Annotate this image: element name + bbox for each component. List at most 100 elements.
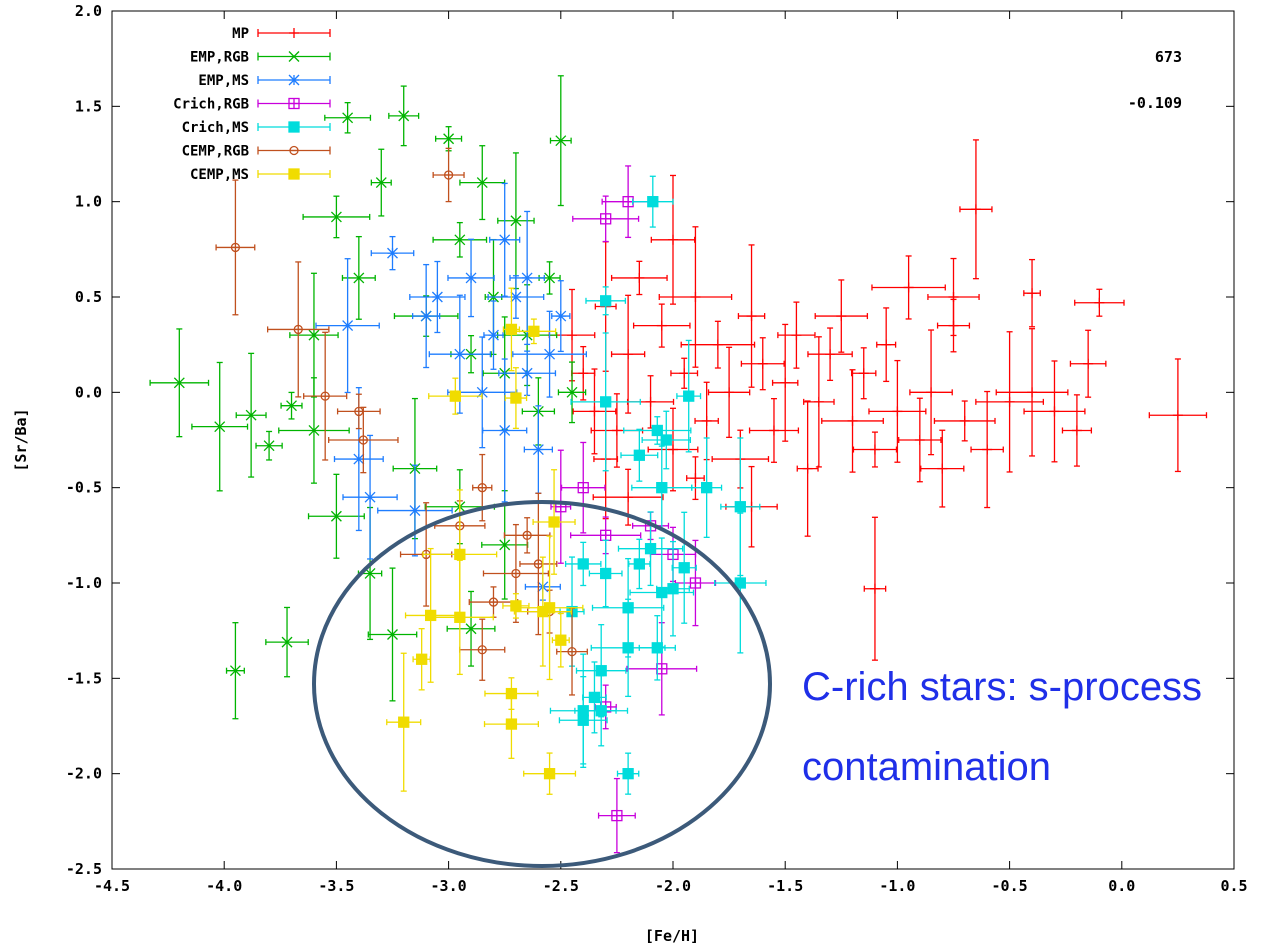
y-tick-label: 0.5	[75, 288, 102, 306]
data-point	[488, 329, 499, 341]
data-point	[970, 204, 981, 215]
data-point	[1004, 396, 1015, 407]
y-tick-label: -0.5	[66, 479, 102, 497]
legend-marker	[289, 28, 299, 38]
data-point	[387, 629, 398, 640]
highlight-ellipse	[312, 500, 772, 868]
data-point	[353, 453, 365, 465]
data-point	[424, 609, 437, 622]
y-tick-label: -2.0	[66, 765, 102, 783]
legend-label: EMP,RGB	[190, 50, 249, 66]
data-point	[511, 568, 521, 579]
data-point	[836, 311, 847, 322]
data-point	[982, 444, 993, 455]
data-point	[959, 415, 970, 426]
data-point	[364, 491, 376, 503]
data-point	[409, 505, 421, 517]
data-point	[914, 435, 925, 445]
data-point	[173, 377, 185, 389]
data-point	[522, 530, 532, 540]
y-tick-label: 2.0	[75, 2, 102, 20]
data-point	[229, 665, 241, 677]
data-point	[690, 473, 701, 484]
data-point	[645, 396, 656, 407]
data-point	[734, 501, 746, 513]
data-point	[757, 358, 768, 369]
legend-marker	[289, 145, 299, 156]
data-point	[701, 415, 712, 426]
x-tick-label: -2.5	[543, 877, 579, 895]
data-point	[869, 583, 880, 594]
data-point	[214, 421, 226, 433]
legend-item: CEMP,RGB	[182, 144, 331, 160]
legend-marker	[288, 74, 300, 86]
series-crich-rgb	[550, 165, 717, 854]
data-point	[802, 463, 813, 474]
data-point	[600, 396, 612, 408]
data-point	[577, 714, 589, 726]
x-tick-label: -3.0	[431, 877, 467, 895]
data-point	[528, 325, 540, 337]
y-tick-label: -1.5	[66, 669, 102, 687]
data-point	[320, 391, 330, 401]
data-point	[869, 444, 880, 455]
data-point	[656, 586, 668, 599]
data-point	[600, 213, 612, 225]
series-mp	[548, 139, 1208, 661]
data-point	[813, 396, 824, 407]
data-point	[443, 170, 454, 180]
data-point	[858, 368, 869, 379]
data-point	[465, 272, 477, 284]
x-tick-label: -4.5	[94, 877, 130, 895]
data-point	[667, 583, 679, 595]
data-point	[948, 292, 959, 302]
data-point	[668, 444, 678, 455]
data-point	[416, 653, 428, 665]
x-tick-label: -3.5	[318, 877, 354, 895]
data-point	[286, 400, 297, 412]
legend-marker	[288, 51, 300, 62]
x-tick-label: -4.0	[206, 877, 242, 895]
data-point	[548, 516, 560, 528]
data-point	[651, 642, 663, 654]
data-point	[454, 234, 466, 246]
data-point	[454, 611, 466, 623]
data-point	[577, 482, 589, 494]
data-point	[679, 368, 690, 379]
data-point	[660, 434, 672, 446]
data-point	[633, 449, 645, 461]
data-point	[420, 310, 432, 322]
data-point	[712, 339, 723, 350]
data-point	[465, 623, 477, 635]
legend-label: Crich,RGB	[173, 97, 249, 113]
data-point	[476, 177, 488, 189]
legend-marker	[288, 121, 300, 133]
data-point	[555, 135, 567, 147]
data-point	[510, 392, 522, 404]
stat-correlation: -0.109	[1128, 94, 1182, 112]
data-point	[454, 348, 466, 360]
data-point	[544, 348, 556, 360]
data-point	[1172, 410, 1183, 421]
legend-label: CEMP,MS	[190, 167, 249, 183]
data-point	[544, 272, 556, 284]
data-point	[1083, 358, 1094, 369]
data-point	[281, 636, 293, 648]
data-point	[510, 291, 522, 303]
data-point	[689, 577, 702, 589]
data-point	[937, 463, 948, 474]
data-point	[398, 716, 410, 728]
data-point	[566, 386, 578, 398]
data-point	[353, 272, 365, 284]
data-point	[623, 349, 634, 360]
data-point	[499, 425, 511, 436]
data-point	[1094, 297, 1105, 308]
legend-item: Crich,MS	[182, 120, 331, 136]
data-point	[1027, 387, 1038, 398]
data-point	[532, 444, 544, 455]
data-point	[578, 368, 589, 379]
x-tick-label: 0.5	[1220, 877, 1247, 895]
data-point	[644, 543, 657, 555]
data-point	[791, 330, 802, 341]
